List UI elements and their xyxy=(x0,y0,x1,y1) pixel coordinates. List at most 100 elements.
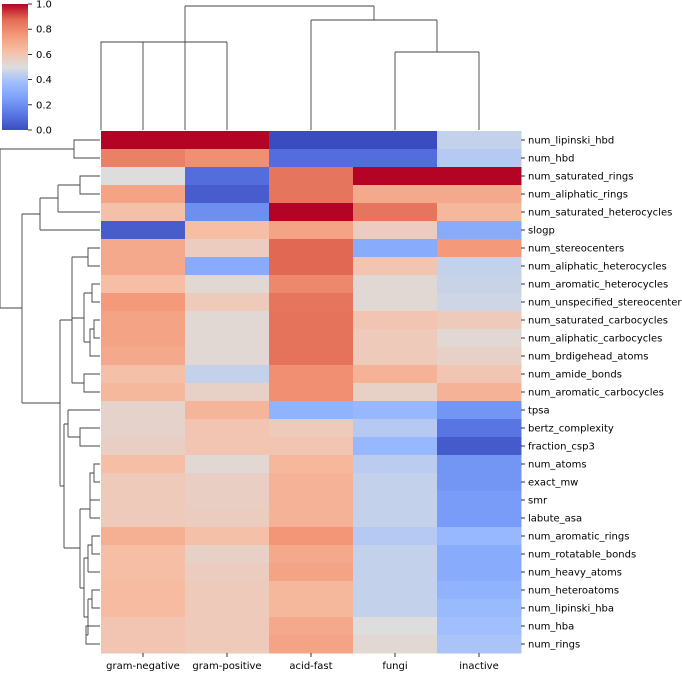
heatmap-cell xyxy=(437,185,522,204)
heatmap-cell xyxy=(185,383,270,402)
heatmap-cell xyxy=(437,365,522,384)
heatmap-cell xyxy=(353,167,438,186)
heatmap-cell xyxy=(353,203,438,222)
row-label: num_unspecified_stereocenters xyxy=(528,298,682,309)
heatmap-cell xyxy=(353,581,438,600)
heatmap-cell xyxy=(185,401,270,420)
heatmap-cell xyxy=(101,383,186,402)
row-label: num_saturated_rings xyxy=(528,172,633,183)
heatmap-cell xyxy=(101,203,186,222)
heatmap-cell xyxy=(101,329,186,348)
heatmap-cell xyxy=(353,383,438,402)
row-label: num_atoms xyxy=(528,460,587,471)
heatmap-cell xyxy=(353,401,438,420)
heatmap-cell xyxy=(101,401,186,420)
column-label: fungi xyxy=(382,661,407,672)
heatmap-cell xyxy=(437,563,522,582)
heatmap-cell xyxy=(185,203,270,222)
heatmap-cell xyxy=(269,635,354,654)
colorbar-tick-label: 0.2 xyxy=(36,100,52,111)
heatmap-cell xyxy=(437,347,522,366)
heatmap-cell xyxy=(437,167,522,186)
heatmap-cell xyxy=(269,221,354,240)
colorbar-tick-label: 0.6 xyxy=(36,50,52,61)
colorbar: 0.0 0.2 0.4 0.6 0.8 1.0 xyxy=(2,0,52,137)
heatmap-cell xyxy=(185,365,270,384)
heatmap-cell xyxy=(269,167,354,186)
row-label: num_heavy_atoms xyxy=(528,568,622,579)
heatmap-cell xyxy=(101,221,186,240)
heatmap-cell xyxy=(437,239,522,258)
heatmap-cell xyxy=(101,545,186,564)
heatmap-cell xyxy=(101,509,186,528)
heatmap-cell xyxy=(185,167,270,186)
heatmap-cell xyxy=(269,455,354,474)
heatmap-cell xyxy=(185,509,270,528)
heatmap-cell xyxy=(437,311,522,330)
heatmap-cell xyxy=(269,581,354,600)
heatmap-cell xyxy=(101,473,186,492)
heatmap-cell xyxy=(353,617,438,636)
row-label: num_saturated_carbocycles xyxy=(528,316,668,327)
heatmap-cell xyxy=(353,509,438,528)
heatmap-cell xyxy=(185,185,270,204)
heatmap-cell xyxy=(185,149,270,168)
heatmap-cell xyxy=(437,581,522,600)
row-dendrogram xyxy=(0,139,100,645)
column-dendrogram xyxy=(100,5,480,130)
row-label: num_brdigehead_atoms xyxy=(528,352,648,363)
heatmap-cell xyxy=(353,365,438,384)
heatmap-cells xyxy=(101,131,522,654)
heatmap-cell xyxy=(269,275,354,294)
heatmap-cell xyxy=(437,617,522,636)
heatmap-cell xyxy=(101,347,186,366)
heatmap-cell xyxy=(269,437,354,456)
heatmap-cell xyxy=(437,293,522,312)
column-labels: gram-negative gram-positive acid-fast fungi… xyxy=(106,653,499,672)
heatmap-cell xyxy=(437,149,522,168)
heatmap-cell xyxy=(269,257,354,276)
heatmap-cell xyxy=(101,293,186,312)
heatmap-cell xyxy=(437,527,522,546)
heatmap-cell xyxy=(353,149,438,168)
row-label: num_aliphatic_heterocycles xyxy=(528,262,667,273)
heatmap-cell xyxy=(353,563,438,582)
row-label: num_hba xyxy=(528,622,574,633)
heatmap-cell xyxy=(353,545,438,564)
heatmap-cell xyxy=(101,599,186,618)
row-label: fraction_csp3 xyxy=(528,442,595,453)
heatmap-cell xyxy=(437,491,522,510)
heatmap-cell xyxy=(353,455,438,474)
heatmap-cell xyxy=(101,563,186,582)
heatmap-cell xyxy=(101,257,186,276)
heatmap-cell xyxy=(353,491,438,510)
heatmap-cell xyxy=(437,473,522,492)
heatmap-cell xyxy=(353,221,438,240)
row-label: bertz_complexity xyxy=(528,424,614,435)
heatmap-cell xyxy=(269,491,354,510)
heatmap-cell xyxy=(101,527,186,546)
heatmap-cell xyxy=(353,185,438,204)
heatmap-cell xyxy=(437,545,522,564)
heatmap-cell xyxy=(101,167,186,186)
heatmap-cell xyxy=(437,221,522,240)
heatmap-cell xyxy=(437,635,522,654)
heatmap-cell xyxy=(353,347,438,366)
heatmap-cell xyxy=(185,419,270,438)
heatmap-cell xyxy=(269,545,354,564)
heatmap-cell xyxy=(269,509,354,528)
heatmap-cell xyxy=(353,527,438,546)
heatmap-cell xyxy=(353,239,438,258)
heatmap-cell xyxy=(353,275,438,294)
column-label: inactive xyxy=(459,661,499,672)
heatmap-cell xyxy=(101,437,186,456)
heatmap-cell xyxy=(437,257,522,276)
heatmap-cell xyxy=(353,635,438,654)
heatmap-cell xyxy=(353,293,438,312)
colorbar-tick-label: 0.0 xyxy=(36,126,52,137)
colorbar-gradient xyxy=(2,4,28,130)
heatmap-cell xyxy=(185,347,270,366)
heatmap-cell xyxy=(437,599,522,618)
heatmap-cell xyxy=(437,437,522,456)
heatmap-cell xyxy=(269,563,354,582)
